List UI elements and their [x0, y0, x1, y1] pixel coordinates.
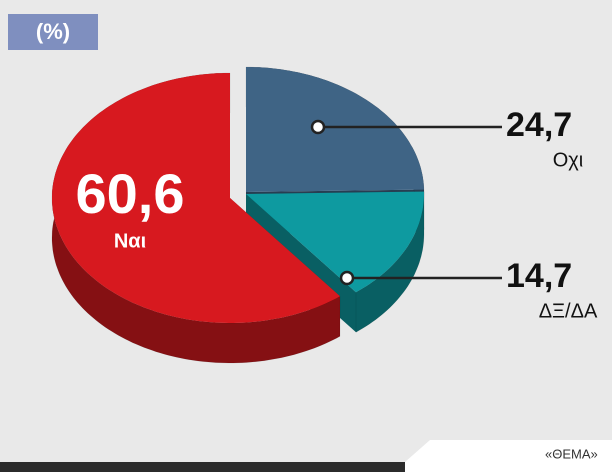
category-label: Οχι	[553, 149, 584, 171]
category-label: ΔΞ/ΔΑ	[539, 300, 598, 322]
leader-dot	[310, 119, 326, 135]
slice	[52, 73, 340, 323]
leader-dot	[339, 270, 355, 286]
slice	[246, 67, 424, 192]
pie	[51, 66, 425, 364]
category-label: Ναι	[114, 230, 146, 252]
title-box	[8, 14, 98, 50]
value-label: 14,7	[506, 257, 572, 295]
source: «ΘΕΜΑ»	[545, 446, 598, 461]
footer-bar	[0, 462, 405, 472]
value-label: 24,7	[506, 106, 572, 144]
value-label: 60,6	[76, 162, 185, 225]
chart-title: (%)	[36, 19, 70, 44]
slice	[246, 191, 424, 293]
labels: 60,6 Ναι 24,7 Οχι 14,7 ΔΞ/ΔΑ	[76, 106, 598, 322]
